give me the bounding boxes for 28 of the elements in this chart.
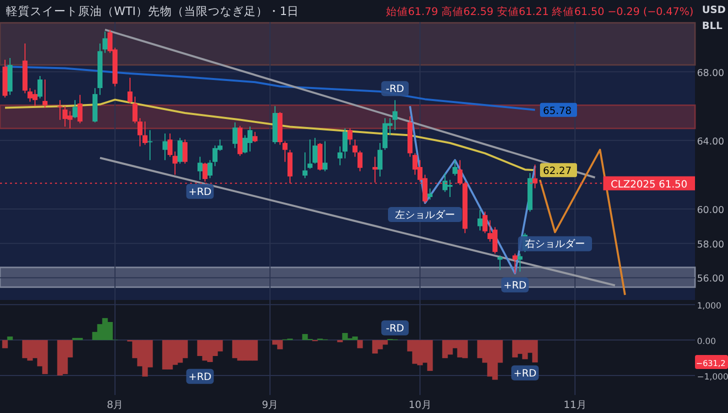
- text: BLL: [702, 21, 723, 32]
- text: −631,2: [696, 359, 726, 368]
- chart-subtitle: 始値61.79 高値62.59 安値61.21 終値61.50 −0.29 (−0.47%): [386, 5, 694, 18]
- annotation: +RD: [188, 372, 212, 383]
- y-tick-label: 58.00: [697, 239, 724, 250]
- y-tick-label: 56.00: [697, 274, 724, 285]
- data-label: 62.27: [543, 166, 572, 178]
- x-tick-label: 11月: [564, 400, 586, 411]
- x-tick-label: 9月: [262, 400, 278, 411]
- data-label: 65.78: [543, 106, 572, 117]
- annotation: -RD: [386, 323, 404, 334]
- y-tick-label: 68.00: [697, 68, 724, 79]
- annotation: +RD: [503, 280, 527, 292]
- annotation: +RD: [513, 368, 537, 380]
- y-tick-label: 0.00: [697, 337, 716, 348]
- text: USD: [702, 5, 726, 16]
- x-tick-label: 8月: [106, 400, 124, 411]
- annotation: 左ショルダー: [395, 209, 455, 222]
- y-tick-label: −1,000: [697, 372, 728, 383]
- y-tick-label: 64.00: [697, 136, 724, 148]
- annotation: -RD: [386, 84, 404, 96]
- x-tick-label: 10月: [408, 400, 432, 411]
- annotation: +RD: [188, 186, 212, 198]
- ref-line-label: CLZ2025 61.50: [610, 179, 688, 190]
- annotation: 右ショルダー: [525, 238, 585, 250]
- chart-title: 軽質スイート原油（WTI）先物（当限つなぎ足）・1日: [6, 4, 300, 18]
- y-tick-label: 1,000: [697, 302, 722, 312]
- y-tick-label: 60.00: [697, 205, 724, 216]
